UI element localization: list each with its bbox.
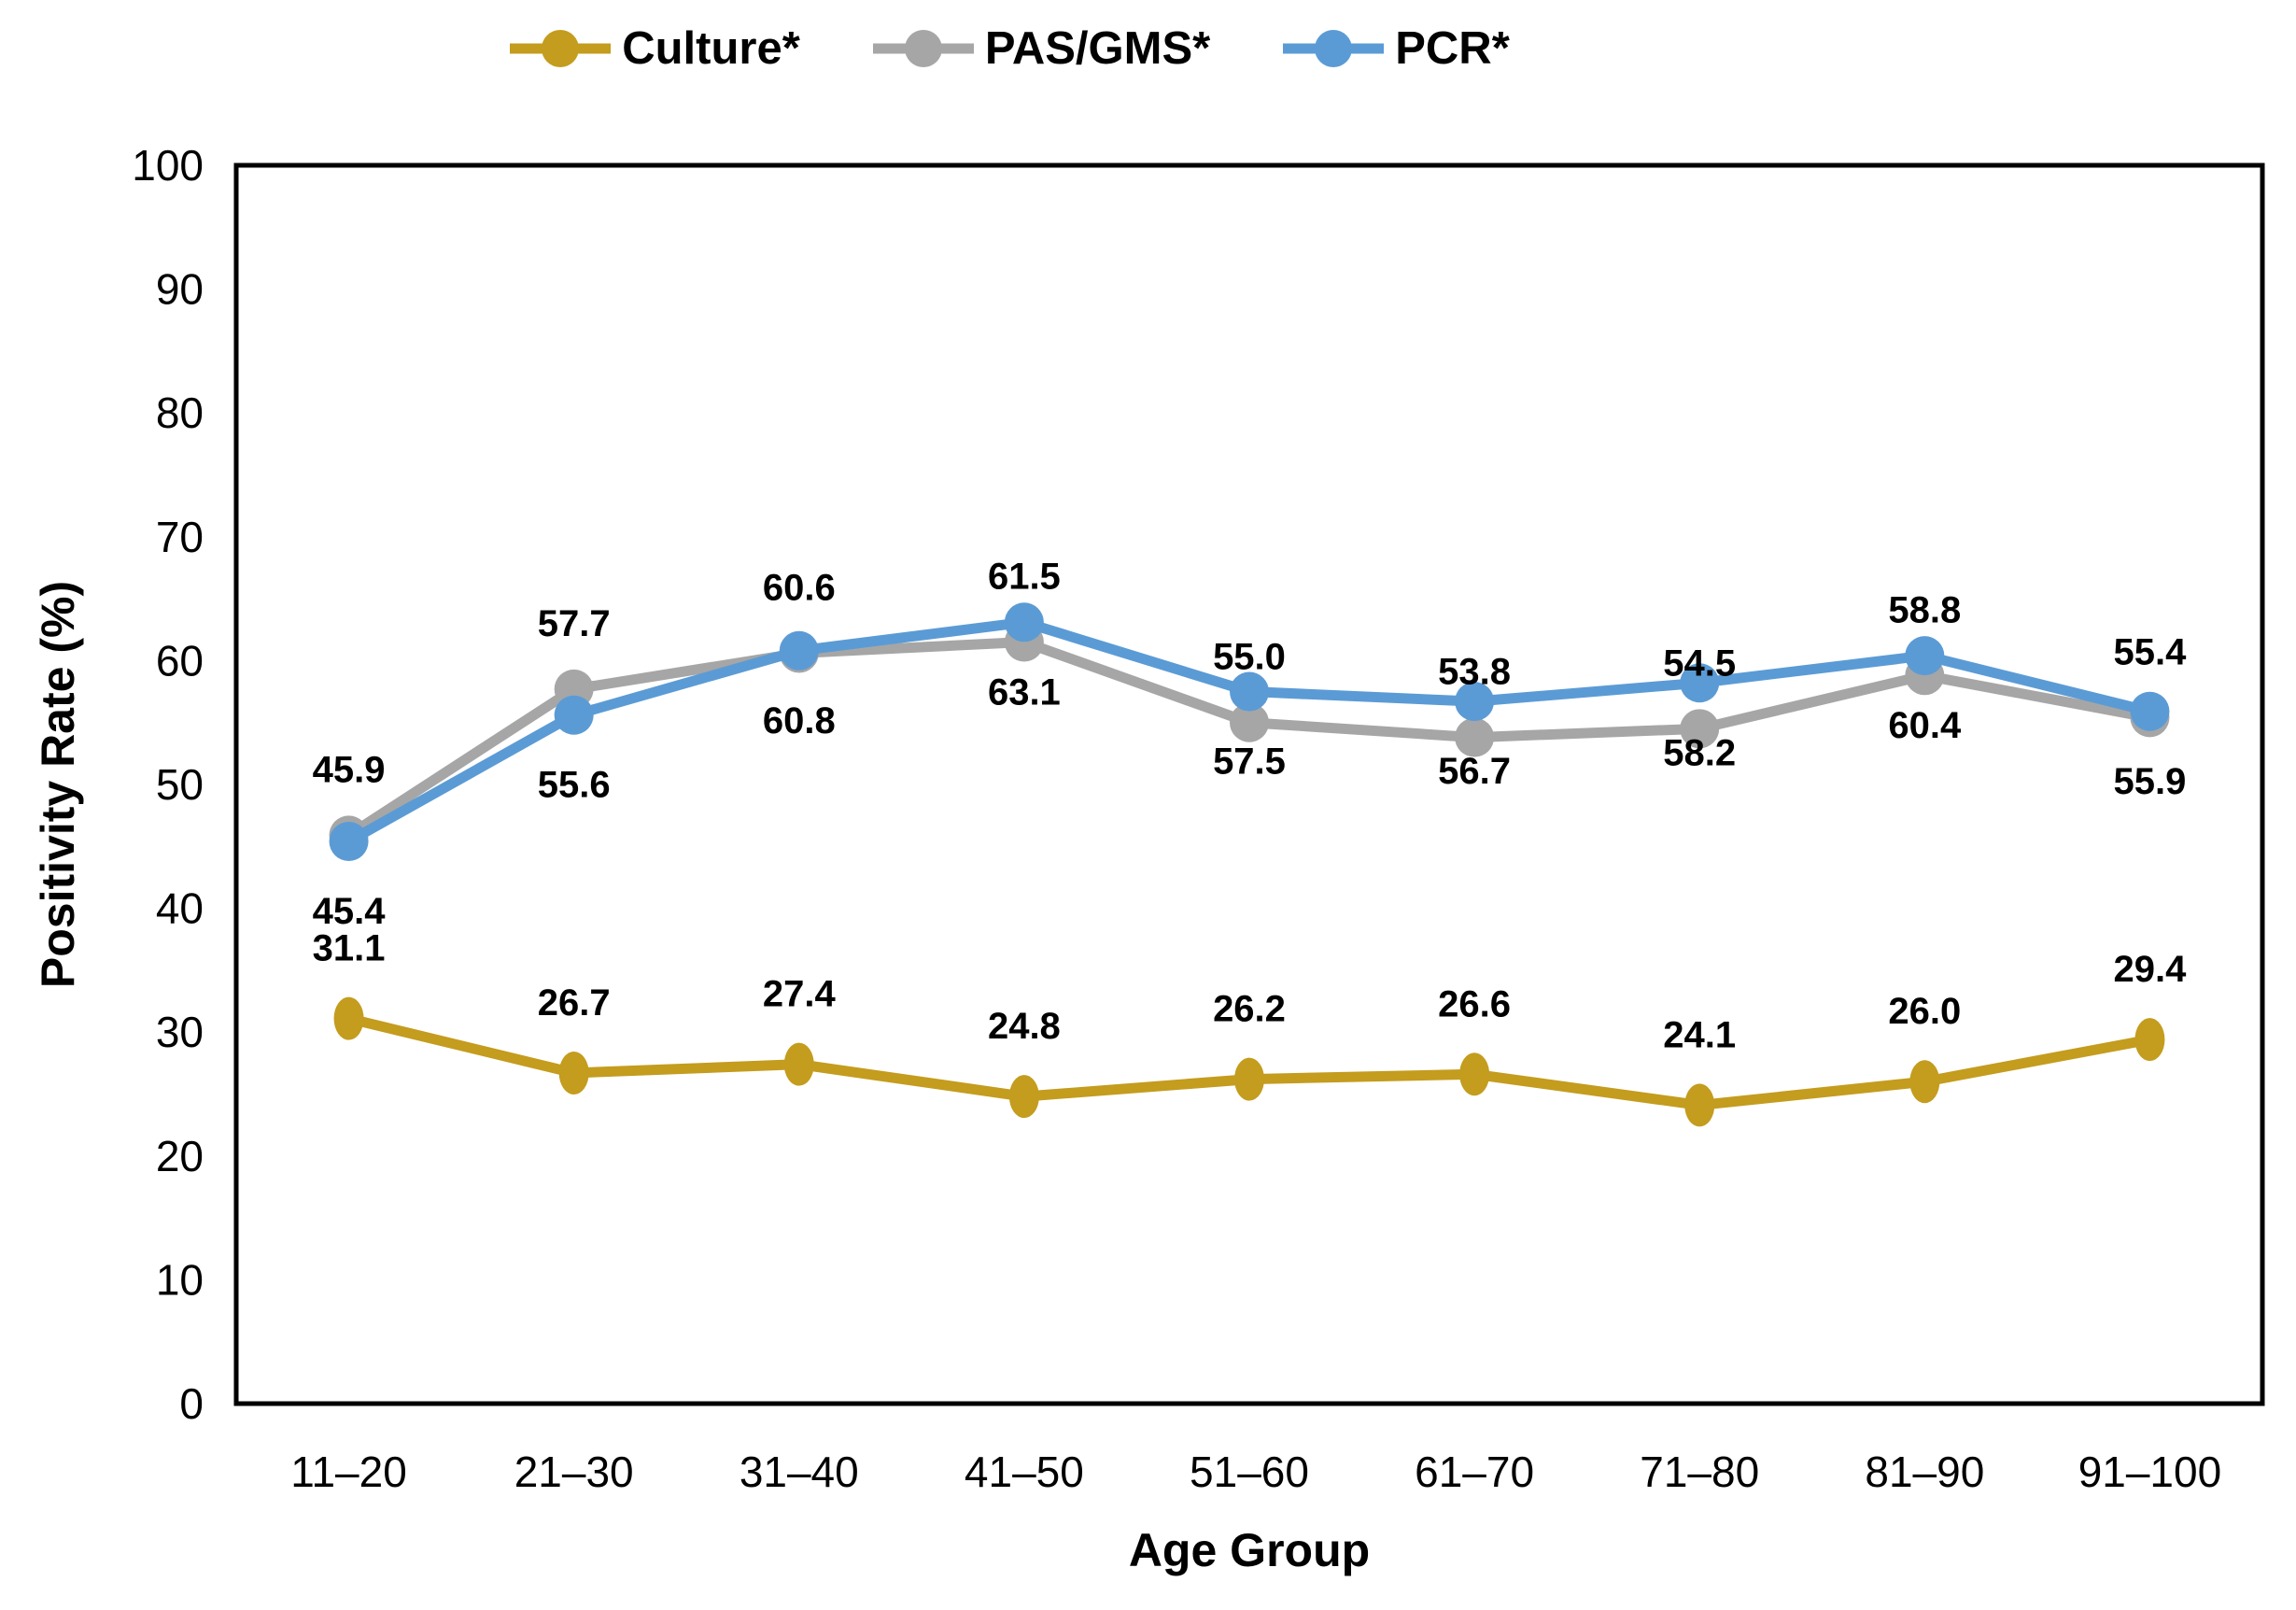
marker-pcr <box>779 630 819 671</box>
marker-culture <box>783 1042 814 1086</box>
marker-pas-gms <box>1230 702 1269 742</box>
data-label-culture: 26.2 <box>1213 989 1286 1030</box>
data-label-pcr: 60.4 <box>1888 705 1962 746</box>
y-tick-label: 50 <box>156 760 204 809</box>
marker-pcr <box>1905 636 1945 676</box>
marker-culture <box>1008 1075 1039 1119</box>
data-label-pcr: 55.6 <box>538 765 611 806</box>
x-tick-label: 51–60 <box>1190 1448 1309 1496</box>
marker-pcr <box>1230 671 1269 712</box>
marker-pcr <box>329 821 369 861</box>
data-label-pas-gms: 57.7 <box>538 603 611 644</box>
data-label-culture: 26.0 <box>1888 991 1961 1032</box>
marker-pcr <box>1680 663 1720 703</box>
y-tick-label: 10 <box>156 1255 204 1304</box>
data-label-pcr: 60.8 <box>763 700 836 741</box>
legend-item-pas-gms: PAS/GMS* <box>869 22 1210 75</box>
data-label-pas-gms: 55.0 <box>1213 637 1286 678</box>
marker-pcr <box>1455 682 1495 722</box>
data-label-culture: 24.8 <box>988 1006 1061 1047</box>
data-label-pcr: 45.4 <box>313 891 387 932</box>
data-label-pcr: 63.1 <box>988 671 1061 713</box>
data-label-culture: 26.7 <box>538 982 611 1024</box>
marker-culture <box>333 996 364 1040</box>
y-tick-label: 0 <box>179 1379 204 1428</box>
data-label-pas-gms: 53.8 <box>1438 652 1511 693</box>
data-label-pcr: 58.2 <box>1663 732 1736 773</box>
y-tick-label: 90 <box>156 265 204 314</box>
marker-culture <box>1684 1083 1715 1127</box>
y-tick-label: 30 <box>156 1008 204 1056</box>
y-tick-label: 100 <box>132 141 204 190</box>
x-tick-label: 21–30 <box>514 1448 634 1496</box>
data-label-pcr: 57.5 <box>1213 741 1286 783</box>
x-tick-label: 31–40 <box>740 1448 859 1496</box>
data-label-culture: 24.1 <box>1663 1014 1736 1055</box>
marker-culture <box>558 1051 589 1095</box>
legend-label-culture: Culture* <box>622 23 800 74</box>
marker-culture <box>2134 1018 2165 1062</box>
data-label-culture: 27.4 <box>763 974 837 1015</box>
legend-label-pas-gms: PAS/GMS* <box>984 23 1211 74</box>
data-label-culture: 29.4 <box>2114 949 2188 990</box>
x-tick-label: 61–70 <box>1415 1448 1534 1496</box>
legend-item-culture: Culture* <box>506 22 800 75</box>
data-label-pcr: 56.7 <box>1438 751 1511 792</box>
legend-label-pcr: PCR* <box>1395 23 1510 74</box>
data-label-culture: 26.6 <box>1438 983 1511 1024</box>
y-tick-label: 80 <box>156 388 204 437</box>
data-label-pas-gms: 55.4 <box>2114 631 2188 672</box>
x-tick-label: 81–90 <box>1865 1448 1984 1496</box>
marker-culture <box>1459 1052 1490 1096</box>
marker-culture <box>1909 1060 1940 1104</box>
data-label-pas-gms: 60.6 <box>763 567 836 608</box>
legend-marker-pcr-icon <box>1283 30 1385 67</box>
y-tick-label: 70 <box>156 513 204 561</box>
legend-marker-culture-icon <box>510 30 612 67</box>
data-label-pas-gms: 58.8 <box>1888 589 1961 630</box>
x-tick-label: 71–80 <box>1640 1448 1759 1496</box>
data-label-culture: 31.1 <box>313 928 386 969</box>
x-tick-label: 91–100 <box>2078 1448 2222 1496</box>
marker-pas-gms <box>1455 717 1495 757</box>
plot-area-border <box>233 162 2265 1406</box>
marker-culture <box>1234 1057 1264 1101</box>
marker-pcr <box>1004 602 1044 643</box>
y-tick-label: 40 <box>156 884 204 933</box>
y-axis-title: Positivity Rate (%) <box>32 581 84 988</box>
marker-pcr <box>554 695 594 735</box>
y-tick-label: 60 <box>156 636 204 685</box>
legend-marker-pas-gms-icon <box>872 30 974 67</box>
marker-pas-gms <box>1680 709 1720 749</box>
legend-item-pcr: PCR* <box>1279 22 1510 75</box>
marker-pcr <box>2130 691 2170 731</box>
data-label-pcr: 55.9 <box>2114 761 2187 802</box>
x-tick-label: 11–20 <box>290 1448 407 1496</box>
x-tick-label: 41–50 <box>965 1448 1084 1496</box>
data-label-pas-gms: 61.5 <box>988 557 1061 598</box>
data-label-pas-gms: 54.5 <box>1663 643 1736 684</box>
data-label-pas-gms: 45.9 <box>313 749 386 790</box>
chart-legend: Culture* PAS/GMS* PCR* <box>0 22 2296 75</box>
y-tick-label: 20 <box>156 1132 204 1180</box>
x-axis-title: Age Group <box>1129 1524 1370 1576</box>
